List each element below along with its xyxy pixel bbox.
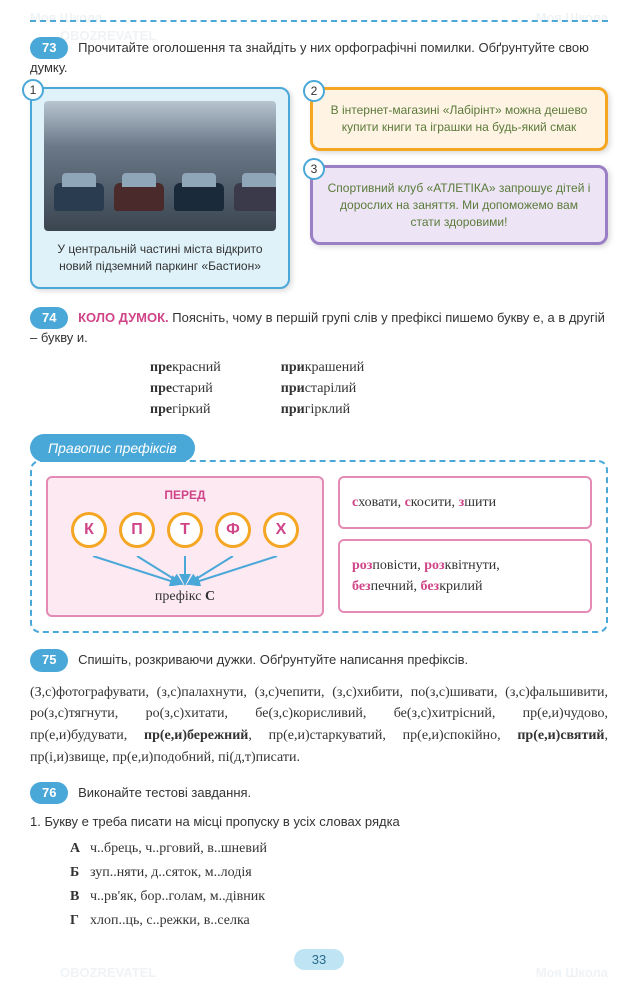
letter-p: П <box>119 512 155 548</box>
rules-box: ПЕРЕД К П Т Ф Х префікс С сховати, скоси… <box>30 460 608 633</box>
card-1: 1 У центральній частині міста відкрито н… <box>30 87 290 289</box>
exercise-num-74: 74 <box>30 307 68 329</box>
exercise-74-label: КОЛО ДУМОК. <box>78 310 169 325</box>
watermark: Моя Школа <box>30 10 102 25</box>
exercise-76-text: Виконайте тестові завдання. <box>78 785 251 800</box>
words-right: прикрашений пристарілий пригірклий <box>281 357 364 420</box>
section-tab: Правопис префіксів <box>30 434 195 462</box>
exercise-73: 73 Прочитайте оголошення та знайдіть у н… <box>30 37 608 77</box>
exercise-75-para: (З,с)фотографувати, (з,с)палахнути, (з,с… <box>30 682 608 769</box>
prefix-label: префікс С <box>58 589 312 605</box>
option-a: Ач..брець, ч..рговий, в..шневий <box>70 837 608 861</box>
top-divider <box>30 20 608 22</box>
letter-x: Х <box>263 512 299 548</box>
exercise-74: 74 КОЛО ДУМОК. Поясніть, чому в першій г… <box>30 307 608 347</box>
exercise-num-73: 73 <box>30 37 68 59</box>
letter-f: Ф <box>215 512 251 548</box>
options-list: Ач..брець, ч..рговий, в..шневий Бзуп..ня… <box>70 837 608 932</box>
card-1-num: 1 <box>22 79 44 101</box>
exercise-75: 75 Спишіть, розкриваючи дужки. Обґрунтуй… <box>30 649 608 671</box>
exercise-num-75: 75 <box>30 649 68 671</box>
letter-row: К П Т Ф Х <box>58 512 312 548</box>
letter-t: Т <box>167 512 203 548</box>
option-v: Вч..рв'як, бор..голам, м..дівник <box>70 885 608 909</box>
watermark: Моя Школа <box>536 10 608 25</box>
exercise-73-text: Прочитайте оголошення та знайдіть у них … <box>30 40 589 75</box>
rules-right: сховати, скосити, зшити розповісти, розк… <box>338 476 592 617</box>
rules-left: ПЕРЕД К П Т Ф Х префікс С <box>46 476 324 617</box>
test-question-1: 1. Букву е треба писати на місці пропуск… <box>30 814 608 829</box>
parking-photo <box>44 101 276 231</box>
exercise-75-text: Спишіть, розкриваючи дужки. Обґрунтуйте … <box>78 652 468 667</box>
letter-k: К <box>71 512 107 548</box>
cards-container: 1 У центральній частині міста відкрито н… <box>30 87 608 289</box>
page-number: 33 <box>30 949 608 970</box>
card-2-text: В інтернет-магазині «Лабірінт» можна деш… <box>325 102 593 136</box>
card-3-num: 3 <box>303 158 325 180</box>
card-2: 2 В інтернет-магазині «Лабірінт» можна д… <box>310 87 608 151</box>
option-g: Гхлоп..ць, с..режки, в..селка <box>70 909 608 933</box>
card-3: 3 Спортивний клуб «АТЛЕТІКА» запрошує ді… <box>310 165 608 245</box>
words-left: прекрасний престарий прегіркий <box>150 357 221 420</box>
card-1-text: У центральній частині міста відкрито нов… <box>44 241 276 275</box>
rule-item-1: сховати, скосити, зшити <box>338 476 592 529</box>
before-label: ПЕРЕД <box>58 488 312 502</box>
word-columns: прекрасний престарий прегіркий прикрашен… <box>150 357 608 420</box>
exercise-num-76: 76 <box>30 782 68 804</box>
arrows-icon <box>58 556 312 586</box>
card-2-num: 2 <box>303 80 325 102</box>
exercise-76: 76 Виконайте тестові завдання. <box>30 782 608 804</box>
card-3-text: Спортивний клуб «АТЛЕТІКА» запрошує діте… <box>325 180 593 230</box>
rule-item-2: розповісти, розквітнути, безпечний, безк… <box>338 539 592 613</box>
option-b: Бзуп..няти, д..сяток, м..лодія <box>70 861 608 885</box>
